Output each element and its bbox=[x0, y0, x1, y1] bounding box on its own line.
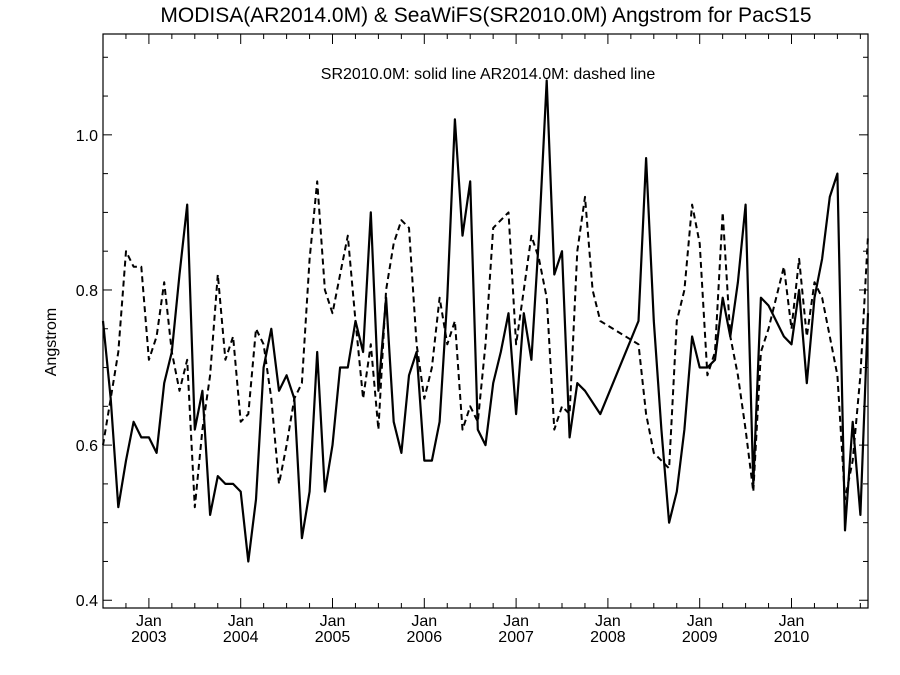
series-line-sr2010-0m bbox=[101, 79, 870, 563]
x-tick-year-label: 2009 bbox=[682, 629, 718, 646]
plot-area: 0.40.60.81.0Jan2003Jan2004Jan2005Jan2006… bbox=[76, 33, 870, 646]
x-tick-month-label: Jan bbox=[503, 613, 529, 630]
x-tick-month-label: Jan bbox=[320, 613, 346, 630]
y-tick-label: 0.8 bbox=[76, 283, 98, 300]
y-tick-label: 0.4 bbox=[76, 593, 98, 610]
x-tick-month-label: Jan bbox=[228, 613, 254, 630]
series-annotation: SR2010.0M: solid line AR2014.0M: dashed … bbox=[321, 66, 656, 83]
x-tick-month-label: Jan bbox=[687, 613, 713, 630]
y-tick-label: 0.6 bbox=[76, 438, 98, 455]
plot-frame bbox=[102, 33, 869, 609]
y-axis-label: Angstrom bbox=[43, 308, 60, 376]
x-tick-month-label: Jan bbox=[595, 613, 621, 630]
x-tick-month-label: Jan bbox=[411, 613, 437, 630]
x-tick-year-label: 2003 bbox=[131, 629, 167, 646]
series-line-ar2014-0m bbox=[102, 180, 869, 509]
x-tick-year-label: 2004 bbox=[223, 629, 259, 646]
x-tick-year-label: 2010 bbox=[774, 629, 810, 646]
x-tick-month-label: Jan bbox=[779, 613, 805, 630]
x-tick-year-label: 2007 bbox=[498, 629, 534, 646]
x-tick-year-label: 2006 bbox=[407, 629, 443, 646]
x-tick-month-label: Jan bbox=[136, 613, 162, 630]
x-tick-year-label: 2008 bbox=[590, 629, 626, 646]
chart-title: MODISA(AR2014.0M) & SeaWiFS(SR2010.0M) A… bbox=[160, 4, 811, 27]
x-tick-year-label: 2005 bbox=[315, 629, 351, 646]
y-tick-label: 1.0 bbox=[76, 128, 98, 145]
